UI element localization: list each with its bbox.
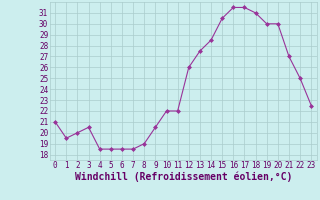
- X-axis label: Windchill (Refroidissement éolien,°C): Windchill (Refroidissement éolien,°C): [75, 172, 292, 182]
